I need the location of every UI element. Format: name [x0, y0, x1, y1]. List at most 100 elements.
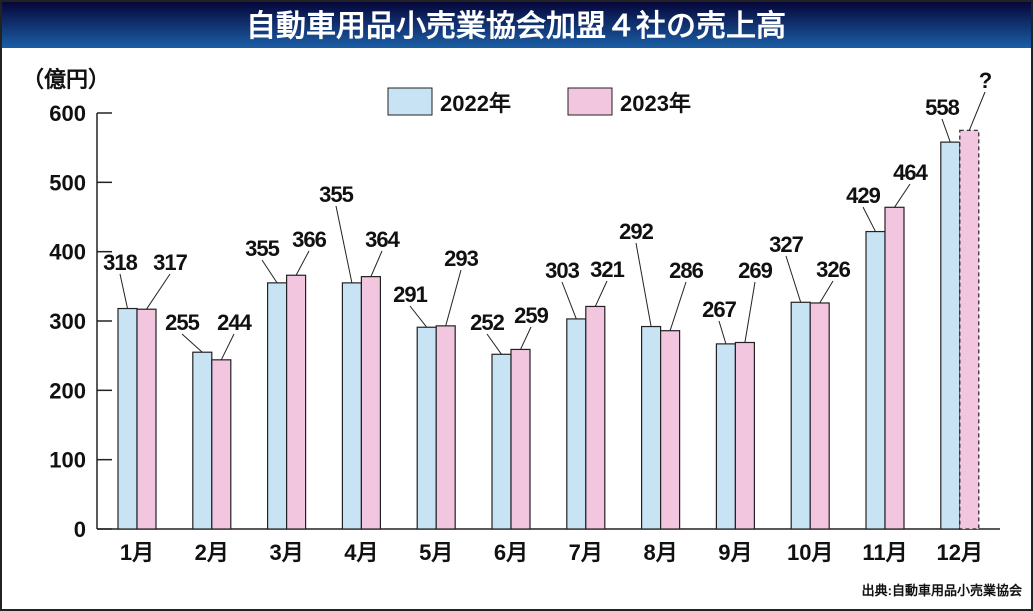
leader-line	[894, 183, 911, 208]
leader-line	[594, 280, 608, 307]
x-tick-label: 5月	[419, 540, 453, 565]
bar-2023	[809, 302, 830, 530]
bar-2023	[959, 129, 980, 530]
data-label: 317	[153, 250, 187, 275]
x-tick-label: 9月	[718, 540, 752, 565]
y-tick-label: 0	[74, 517, 86, 542]
data-label: 292	[619, 219, 653, 244]
leader-line	[119, 273, 128, 309]
x-tick-label: 12月	[937, 540, 983, 565]
x-tick-label: 6月	[494, 540, 528, 565]
leader-line	[744, 281, 756, 343]
source-note: 出典:自動車用品小売業協会	[862, 583, 1023, 598]
legend-swatch-2023	[567, 87, 613, 116]
data-label: 355	[245, 236, 279, 261]
leader-line	[520, 326, 532, 350]
data-label: 286	[669, 258, 703, 283]
y-tick-label: 100	[49, 448, 86, 473]
bar-2023	[585, 305, 606, 530]
leader-line	[718, 320, 727, 345]
bar-2023	[286, 274, 307, 530]
bar-2023	[360, 276, 381, 530]
leader-line	[561, 281, 577, 320]
data-label: 326	[816, 257, 850, 282]
x-tick-label: 4月	[344, 540, 378, 565]
leader-line	[335, 205, 353, 283]
data-label: 293	[444, 246, 478, 271]
leader-line	[409, 305, 428, 328]
leader-line	[220, 333, 235, 361]
bar-2022	[416, 326, 437, 530]
bar-2022	[117, 307, 138, 530]
data-label: 464	[893, 160, 928, 185]
leader-line	[968, 91, 986, 131]
data-label: 318	[103, 250, 137, 275]
data-label: 429	[846, 183, 880, 208]
leader-line	[261, 259, 278, 284]
bar-2023	[510, 348, 531, 530]
leader-line	[486, 333, 502, 355]
leader-line	[181, 333, 203, 353]
y-tick-label: 500	[49, 170, 86, 195]
bar-2022	[865, 230, 886, 530]
leader-line	[146, 273, 171, 310]
legend: 2022年 2023年	[387, 87, 691, 116]
leader-line	[941, 118, 951, 143]
bar-2022	[267, 282, 288, 530]
y-tick-label: 200	[49, 378, 86, 403]
y-tick-label: 400	[49, 240, 86, 265]
data-label: 364	[365, 227, 400, 252]
bar-2023	[136, 308, 157, 530]
data-label: 366	[292, 227, 326, 252]
x-tick-label: 1月	[120, 540, 154, 565]
data-label: ?	[979, 68, 992, 93]
data-label: 355	[319, 182, 353, 207]
leader-line	[445, 269, 462, 326]
x-tick-label: 11月	[862, 540, 907, 565]
data-label: 321	[590, 257, 624, 282]
bar-2022	[790, 301, 811, 530]
data-label: 291	[393, 282, 427, 307]
data-label: 558	[925, 95, 959, 120]
y-tick-label: 300	[49, 309, 86, 334]
leader-line	[862, 206, 876, 232]
chart-title: 自動車用品小売業協会加盟４社の売上高	[246, 10, 786, 43]
legend-swatch-2022	[387, 87, 433, 116]
legend-label-2022: 2022年	[440, 91, 511, 116]
data-label: 244	[217, 310, 252, 335]
bar-2023	[211, 359, 232, 530]
legend-label-2023: 2023年	[620, 91, 691, 116]
bar-2022	[640, 325, 662, 530]
bar-2022	[192, 351, 213, 530]
data-label: 255	[165, 310, 199, 335]
leader-line	[370, 250, 383, 277]
data-label: 267	[702, 297, 736, 322]
data-label: 303	[545, 258, 579, 283]
bar-2023	[659, 330, 681, 530]
data-label: 259	[514, 303, 548, 328]
bar-2023	[435, 325, 456, 530]
data-label: 252	[470, 310, 504, 335]
bar-2022	[341, 282, 362, 530]
x-tick-label: 3月	[269, 540, 303, 565]
bar-2022	[491, 353, 512, 530]
y-axis-label: （億円）	[22, 67, 110, 92]
x-tick-label: 2月	[195, 540, 229, 565]
x-tick-label: 7月	[569, 540, 603, 565]
bar-2022	[566, 318, 587, 530]
bar-2022	[940, 141, 961, 530]
data-label: 327	[769, 232, 803, 257]
bar-2023	[884, 206, 905, 530]
leader-line	[669, 281, 687, 331]
x-tick-label: 8月	[643, 540, 677, 565]
data-label: 269	[738, 258, 772, 283]
leader-line	[295, 250, 310, 276]
bar-2022	[715, 343, 737, 530]
leader-line	[819, 280, 834, 304]
title-bar	[2, 2, 1031, 48]
x-tick-label: 10月	[787, 540, 833, 565]
leader-line	[635, 242, 652, 327]
leader-line	[785, 255, 802, 303]
